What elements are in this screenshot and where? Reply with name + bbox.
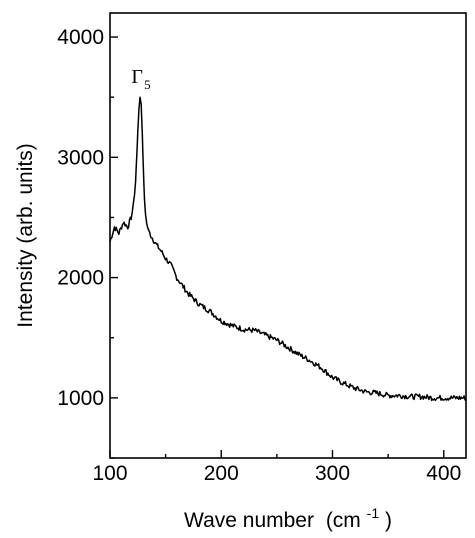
y-tick-label-2000: 2000 xyxy=(57,267,104,290)
x-axis-title-name: Wave number xyxy=(184,509,314,532)
peak-annotation-subscript: 5 xyxy=(144,77,151,92)
x-axis-title-unit: (cm xyxy=(326,509,361,532)
x-tick-label-300: 300 xyxy=(315,462,350,485)
peak-annotation-gamma: Γ xyxy=(131,66,143,88)
x-axis-title-unit-exponent: -1 xyxy=(367,505,380,521)
y-axis-title: Intensity (arb. units) xyxy=(14,143,37,327)
plot-frame xyxy=(109,12,467,459)
x-tick-label-100: 100 xyxy=(92,462,127,485)
x-tick-label-400: 400 xyxy=(426,462,461,485)
axis-tick-labels: 100 200 300 400 1000 2000 3000 4000 xyxy=(57,26,461,485)
axis-ticks xyxy=(109,36,445,459)
spectrum-line xyxy=(109,96,467,402)
x-axis-title: Wave number (cm -1 ) xyxy=(184,500,392,532)
x-tick-label-200: 200 xyxy=(204,462,239,485)
y-tick-label-3000: 3000 xyxy=(57,146,104,169)
y-tick-label-4000: 4000 xyxy=(57,26,104,49)
x-axis-title-unit-close: ) xyxy=(385,509,392,532)
y-tick-label-1000: 1000 xyxy=(57,387,104,410)
